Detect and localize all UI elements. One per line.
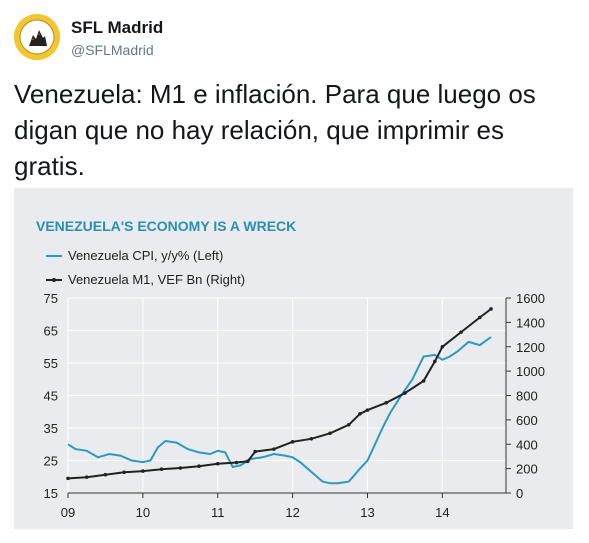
series-m1-point [477, 315, 482, 320]
series-m1-point [365, 408, 370, 412]
series-m1-point [459, 330, 463, 334]
series-m1-point [384, 401, 389, 405]
series-m1-point [66, 476, 70, 481]
legend-m1-label: Venezuela M1, VEF Bn (Right) [68, 272, 245, 287]
y-right-tick-label: 1200 [516, 340, 545, 355]
series-m1-point [328, 431, 332, 436]
series-m1-point [253, 449, 257, 454]
y-right-tick-label: 400 [516, 437, 538, 452]
chart-background [14, 188, 573, 529]
tweet-header: SFL Madrid @SFLMadrid [14, 12, 574, 62]
series-m1-point [433, 359, 437, 364]
axes: 15 25 35 45 55 65 75 0 200 400 600 800 1000 1200 1400 1… [44, 291, 545, 520]
series-m1-point [215, 461, 220, 466]
y-right-tick-label: 200 [516, 462, 538, 477]
series-m1-point [309, 436, 314, 441]
y-right-tick-label: 800 [516, 389, 538, 404]
series-m1-point [489, 307, 493, 311]
y-left-tick-label: 75 [44, 291, 58, 306]
series-m1-point [290, 440, 295, 444]
display-name[interactable]: SFL Madrid [71, 18, 164, 37]
series-m1-point [346, 422, 351, 427]
series-cpi-line [67, 336, 492, 485]
series-m1-point [421, 379, 426, 383]
series-m1-point [197, 464, 201, 468]
avatar[interactable] [14, 14, 60, 60]
x-tick-label: 10 [136, 505, 150, 520]
series-m1-point [440, 344, 445, 349]
x-tick-label: 13 [360, 505, 374, 520]
series-m1-point [84, 475, 89, 479]
series-m1-point [403, 391, 407, 395]
y-right-tick-label: 1400 [516, 315, 545, 330]
series [66, 307, 493, 485]
user-handle[interactable]: @SFLMadrid [71, 42, 154, 58]
y-right-tick-label: 0 [516, 486, 523, 501]
x-tick-label: 09 [61, 505, 75, 520]
y-right-tick-label: 1000 [516, 364, 545, 379]
x-tick-label: 12 [285, 505, 299, 520]
series-m1-point [234, 460, 239, 465]
madrid-region-logo-icon [14, 14, 60, 60]
y-left-tick-label: 25 [44, 454, 58, 469]
series-m1-point [122, 470, 126, 475]
y-left-tick-label: 15 [44, 486, 58, 501]
series-m1-point [159, 467, 164, 472]
legend-m1-marker [52, 278, 56, 282]
y-right-tick-label: 600 [516, 413, 538, 428]
series-m1-point [272, 447, 276, 451]
x-tick-label: 11 [211, 505, 225, 520]
y-left-tick-label: 55 [44, 356, 58, 371]
y-left-tick-label: 65 [44, 324, 58, 339]
y-left-tick-label: 35 [44, 421, 58, 436]
series-m1-point [141, 469, 145, 473]
y-right-tick-label: 1600 [516, 291, 545, 306]
chart: VENEZUELA'S ECONOMY IS A WRECK Venezuela… [14, 188, 573, 529]
series-m1-point [103, 472, 108, 477]
y-left-tick-label: 45 [44, 389, 58, 404]
tweet-media-chart[interactable]: VENEZUELA'S ECONOMY IS A WRECK Venezuela… [14, 188, 573, 529]
chart-title: VENEZUELA'S ECONOMY IS A WRECK [36, 218, 296, 234]
x-tick-label: 14 [435, 505, 449, 520]
series-m1-point [178, 466, 183, 470]
legend: Venezuela CPI, y/y% (Left) Venezuela M1,… [46, 248, 245, 287]
legend-cpi-label: Venezuela CPI, y/y% (Left) [68, 248, 223, 263]
series-m1-point [245, 459, 250, 464]
tweet-text: Venezuela: M1 e inflación. Para que lueg… [14, 79, 536, 181]
series-m1-point [358, 411, 362, 416]
